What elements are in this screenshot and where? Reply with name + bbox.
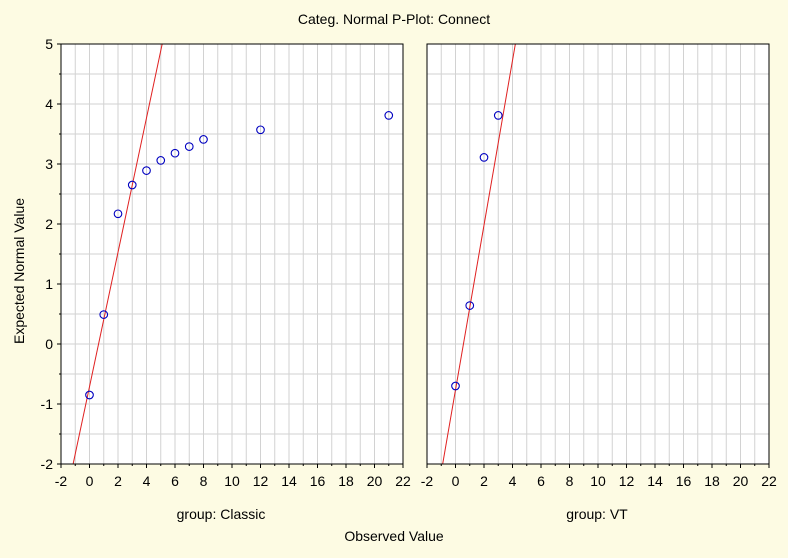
x-tick-label: 22 (395, 473, 411, 489)
x-tick-label: 10 (590, 473, 606, 489)
data-point (256, 125, 265, 135)
data-point (170, 148, 180, 158)
fit-line (442, 44, 516, 464)
data-point (384, 111, 394, 120)
y-tick-label: 3 (45, 156, 53, 172)
chart-title: Categ. Normal P-Plot: Connect (298, 11, 490, 27)
x-tick-label: 0 (452, 473, 460, 489)
x-tick-label: 16 (676, 473, 692, 489)
data-point (451, 381, 460, 391)
panel-vt: -2 0 2 4 6 8 10 12 14 16 18 20 22 (421, 43, 777, 489)
x-tick-label: 4 (509, 473, 517, 489)
y-tick-label: -2 (41, 456, 54, 472)
x-tick-label: 2 (480, 473, 488, 489)
data-point (113, 209, 123, 219)
x-tick-label: 18 (338, 473, 354, 489)
data-point (184, 142, 194, 151)
y-tick-label: 4 (45, 96, 53, 112)
y-tick-label: -1 (41, 396, 54, 412)
x-tick-label: 18 (704, 473, 720, 489)
x-tick-label: 4 (143, 473, 151, 489)
x-tick-label: -2 (421, 473, 434, 489)
data-point (127, 180, 137, 190)
x-tick-label: 12 (619, 473, 635, 489)
x-tick-label: 6 (537, 473, 545, 489)
x-tick-label: 10 (224, 473, 240, 489)
x-tick-label: 8 (566, 473, 574, 489)
x-tick-label: 16 (310, 473, 326, 489)
data-point (493, 111, 503, 120)
x-tick-label: 8 (200, 473, 208, 489)
y-tick-label: 5 (45, 36, 53, 52)
x-tick-label: 20 (367, 473, 383, 489)
data-point (156, 156, 166, 165)
data-point (99, 310, 109, 319)
x-tick-label: 20 (733, 473, 749, 489)
y-tick-label: 0 (45, 336, 53, 352)
data-point (85, 390, 94, 400)
panel-label-classic: group: Classic (177, 506, 266, 522)
fit-line (72, 44, 163, 464)
data-point (479, 153, 489, 162)
x-tick-label: 14 (281, 473, 297, 489)
y-tick-label: 1 (45, 276, 53, 292)
x-tick-label: 0 (86, 473, 94, 489)
y-axis-label: Expected Normal Value (11, 198, 27, 344)
x-tick-label: 2 (114, 473, 122, 489)
panel-classic: -2 0 2 4 6 8 10 12 14 16 18 20 22 (55, 43, 411, 489)
x-axis-label: Observed Value (344, 528, 444, 544)
y-tick-label: 2 (45, 216, 53, 232)
x-tick-label: -2 (55, 473, 68, 489)
data-point (199, 135, 208, 144)
x-tick-label: 14 (647, 473, 663, 489)
data-point (142, 166, 151, 175)
data-point (465, 301, 475, 310)
x-tick-label: 22 (761, 473, 777, 489)
panel-label-vt: group: VT (566, 506, 628, 522)
y-axis: 5 4 3 2 1 0 -1 -2 (41, 36, 61, 472)
x-tick-label: 6 (171, 473, 179, 489)
x-tick-label: 12 (253, 473, 269, 489)
